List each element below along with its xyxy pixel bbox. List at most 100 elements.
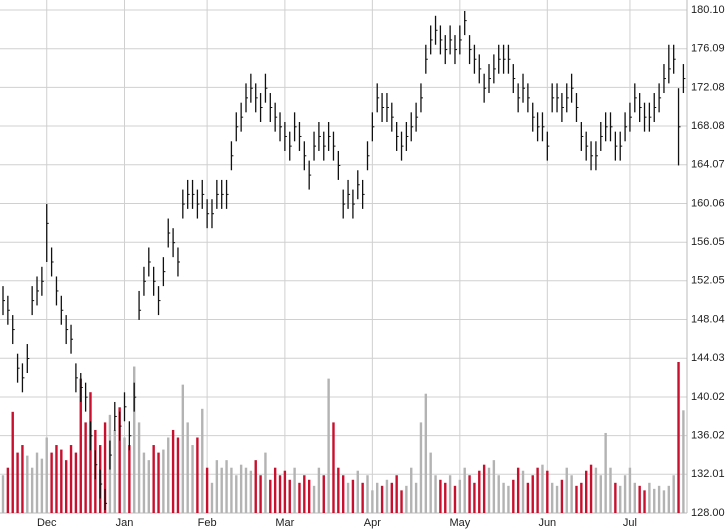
volume-bar (293, 467, 296, 513)
x-tick-label: Jan (116, 517, 134, 529)
volume-bar (322, 475, 325, 513)
y-tick-label: 168.08 (691, 120, 725, 132)
volume-bar (337, 467, 340, 513)
volume-bar (303, 475, 306, 513)
volume-bar (50, 452, 53, 513)
volume-bar (327, 378, 330, 513)
volume-bar (210, 482, 214, 513)
volume-bar (672, 475, 675, 513)
volume-bar (55, 445, 58, 513)
x-tick-label: Apr (364, 517, 381, 529)
volume-bar (220, 467, 223, 513)
volume-bar (35, 452, 39, 513)
volume-bar (215, 460, 219, 513)
volume-bar (45, 437, 48, 513)
volume-bar (366, 475, 369, 513)
volume-bar (614, 482, 617, 513)
volume-bar (103, 422, 107, 513)
y-tick-label: 172.08 (691, 81, 725, 93)
y-tick-label: 148.04 (691, 313, 725, 325)
volume-bar (667, 485, 671, 513)
volume-bar (249, 470, 253, 513)
volume-bar (371, 490, 374, 513)
volume-bar (677, 362, 680, 513)
volume-bar (526, 482, 530, 513)
volume-bar (133, 366, 136, 513)
volume-bar (482, 464, 486, 513)
volume-bar (239, 464, 243, 513)
volume-bar (162, 449, 165, 513)
x-tick-label: Jul (623, 517, 637, 529)
volume-bar (152, 445, 155, 513)
volume-bar (230, 467, 233, 513)
volume-bar (453, 485, 457, 513)
volume-bar (137, 422, 141, 513)
volume-bar (429, 452, 432, 513)
volume-bar (395, 475, 398, 513)
volume-bar (565, 467, 568, 513)
volume-bar (550, 482, 554, 513)
volume-bar (405, 485, 408, 513)
volume-bar (74, 452, 78, 513)
volume-bar (531, 475, 534, 513)
volume-bar (419, 422, 423, 513)
volume-bar (589, 464, 593, 513)
volume-bar (648, 482, 651, 513)
volume-bar (84, 422, 87, 513)
volume-bar (118, 407, 121, 513)
volume-bar (6, 467, 10, 513)
volume-bar (643, 490, 646, 513)
volume-bar (191, 445, 194, 513)
volume-bar (278, 475, 282, 513)
volume-bar (638, 485, 641, 513)
volume-bar (356, 470, 359, 513)
volume-bar (682, 410, 685, 513)
volume-bar (346, 482, 350, 513)
volume-bar (575, 485, 578, 513)
volume-bar (512, 479, 515, 513)
volume-bar (26, 455, 29, 513)
y-tick-label: 128.00 (691, 507, 725, 519)
volume-bar (604, 432, 607, 513)
volume-bar (113, 429, 116, 513)
volume-bar (40, 458, 44, 513)
volume-bar (128, 445, 131, 513)
volume-bar (516, 467, 520, 513)
volume-bar (69, 445, 73, 513)
volume-bar (400, 490, 403, 513)
volume-bar (580, 482, 583, 513)
volume-bar (594, 467, 598, 513)
volume-bar (123, 437, 126, 513)
volume-bar (657, 485, 661, 513)
volume-bar (502, 482, 505, 513)
volume-bar (89, 392, 92, 513)
volume-bar (662, 490, 666, 513)
y-tick-label: 136.02 (691, 429, 725, 441)
volume-bar (307, 479, 311, 513)
volume-bar (434, 475, 437, 513)
y-tick-label: 176.09 (691, 43, 725, 55)
volume-bar (79, 378, 82, 513)
volume-bar (468, 475, 471, 513)
x-tick-label: Dec (37, 517, 57, 529)
volume-bar (264, 452, 267, 513)
volume-bar (619, 485, 622, 513)
volume-bar (147, 460, 150, 513)
volume-bar (599, 475, 602, 513)
volume-bar (555, 485, 559, 513)
y-tick-label: 180.10 (691, 4, 725, 16)
volume-bar (317, 467, 321, 513)
volume-bar (64, 460, 68, 513)
volume-bar (298, 482, 301, 513)
volume-bar (1, 475, 5, 513)
volume-bar (30, 467, 34, 513)
volume-bar (283, 470, 287, 513)
volume-bar (385, 479, 389, 513)
volume-bar (21, 445, 24, 513)
y-tick-label: 164.07 (691, 159, 725, 171)
volume-bar (507, 485, 510, 513)
y-tick-label: 140.02 (691, 391, 725, 403)
volume-bar (570, 475, 573, 513)
volume-bar (342, 475, 345, 513)
